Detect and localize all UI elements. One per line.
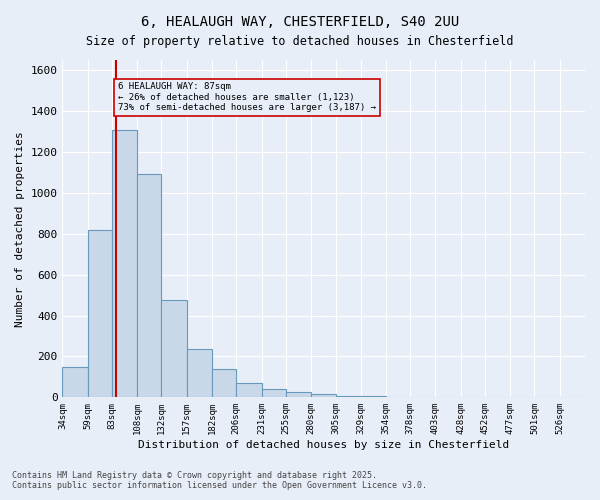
Text: 6 HEALAUGH WAY: 87sqm
← 26% of detached houses are smaller (1,123)
73% of semi-d: 6 HEALAUGH WAY: 87sqm ← 26% of detached … [118, 82, 376, 112]
Bar [88, 230, 112, 398]
Bar [337, 396, 361, 398]
Y-axis label: Number of detached properties: Number of detached properties [15, 131, 25, 326]
Bar [112, 130, 137, 398]
X-axis label: Distribution of detached houses by size in Chesterfield: Distribution of detached houses by size … [138, 440, 509, 450]
Text: Size of property relative to detached houses in Chesterfield: Size of property relative to detached ho… [86, 35, 514, 48]
Bar [262, 389, 286, 398]
Bar [236, 383, 262, 398]
Text: 6, HEALAUGH WAY, CHESTERFIELD, S40 2UU: 6, HEALAUGH WAY, CHESTERFIELD, S40 2UU [141, 15, 459, 29]
Bar [361, 396, 386, 398]
Bar [62, 366, 88, 398]
Bar [187, 350, 212, 398]
Bar [286, 392, 311, 398]
Bar [311, 394, 337, 398]
Bar [212, 368, 236, 398]
Bar [137, 174, 161, 398]
Bar [161, 300, 187, 398]
Text: Contains HM Land Registry data © Crown copyright and database right 2025.
Contai: Contains HM Land Registry data © Crown c… [12, 470, 427, 490]
Bar [386, 396, 410, 398]
